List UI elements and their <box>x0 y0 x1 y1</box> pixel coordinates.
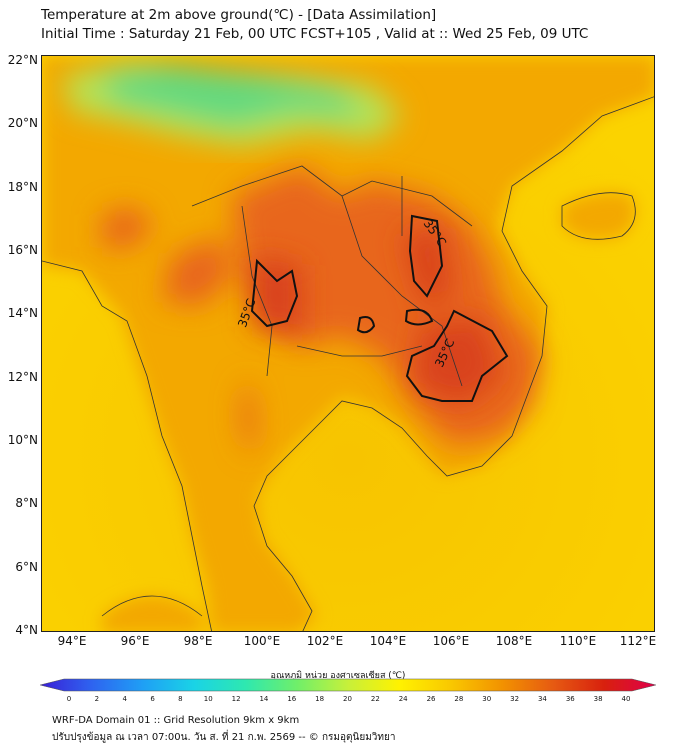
map-subtitle: Initial Time : Saturday 21 Feb, 00 UTC F… <box>41 26 589 42</box>
lon-label-100e: 100°E <box>243 634 281 648</box>
map-title: Temperature at 2m above ground(℃) - [Dat… <box>41 7 437 23</box>
lon-label-108e: 108°E <box>495 634 533 648</box>
contour-35c <box>250 214 509 402</box>
colorbar-tick-label: 0 <box>66 695 72 703</box>
colorbar-tick-label: 28 <box>454 695 464 703</box>
colorbar-tick-label: 2 <box>94 695 100 703</box>
lon-label-98e: 98°E <box>183 634 213 648</box>
colorbar-tick-label: 8 <box>178 695 183 703</box>
lat-label-6n: 6°N <box>15 560 38 574</box>
lon-label-110e: 110°E <box>559 634 597 648</box>
colorbar-tick-label: 10 <box>203 695 213 703</box>
colorbar-title: อุณหภูมิ หน่วย องศาเซลเซียส (℃) <box>270 671 406 681</box>
colorbar-tick-label: 22 <box>370 695 380 703</box>
land-layer <box>42 56 654 631</box>
lon-label-104e: 104°E <box>369 634 407 648</box>
lat-label-8n: 8°N <box>15 496 38 510</box>
colorbar-tick-label: 34 <box>537 695 547 703</box>
boundaries <box>42 96 654 631</box>
lon-label-112e: 112°E <box>619 634 657 648</box>
colorbar-tick-label: 4 <box>122 695 127 703</box>
colorbar <box>40 678 656 692</box>
lat-label-12n: 12°N <box>7 370 38 384</box>
cool-layer <box>62 61 402 146</box>
colorbar-tick-label: 12 <box>231 695 241 703</box>
colorbar-tick-label: 26 <box>426 695 436 703</box>
colorbar-tick-label: 30 <box>482 695 492 703</box>
temperature-field <box>42 56 654 631</box>
lat-label-18n: 18°N <box>7 180 38 194</box>
lon-label-102e: 102°E <box>306 634 344 648</box>
lon-label-106e: 106°E <box>432 634 470 648</box>
footer-model-info: WRF-DA Domain 01 :: Grid Resolution 9km … <box>52 715 300 726</box>
colorbar-tick-label: 14 <box>259 695 269 703</box>
colorbar-tick-label: 6 <box>150 695 155 703</box>
temperature-map: 35°C 35°C 35°C <box>41 55 655 632</box>
colorbar-tick-label: 40 <box>621 695 631 703</box>
lat-label-10n: 10°N <box>7 433 38 447</box>
lat-label-16n: 16°N <box>7 243 38 257</box>
colorbar-tick-label: 36 <box>565 695 575 703</box>
lon-label-96e: 96°E <box>120 634 150 648</box>
lat-label-20n: 20°N <box>7 116 38 130</box>
lat-label-22n: 22°N <box>7 53 38 67</box>
colorbar-tick-label: 20 <box>343 695 352 703</box>
colorbar-tick-label: 16 <box>287 695 297 703</box>
colorbar-tick-label: 38 <box>593 695 603 703</box>
footer-update-info: ปรับปรุงข้อมูล ณ เวลา 07:00น. วัน ส. ที่… <box>52 732 396 743</box>
colorbar-bar <box>40 678 656 692</box>
lon-label-94e: 94°E <box>57 634 87 648</box>
colorbar-tick-label: 18 <box>315 695 325 703</box>
lat-label-4n: 4°N <box>15 623 38 637</box>
colorbar-tick-label: 24 <box>398 695 408 703</box>
colorbar-tick-label: 32 <box>510 695 520 703</box>
lat-label-14n: 14°N <box>7 306 38 320</box>
